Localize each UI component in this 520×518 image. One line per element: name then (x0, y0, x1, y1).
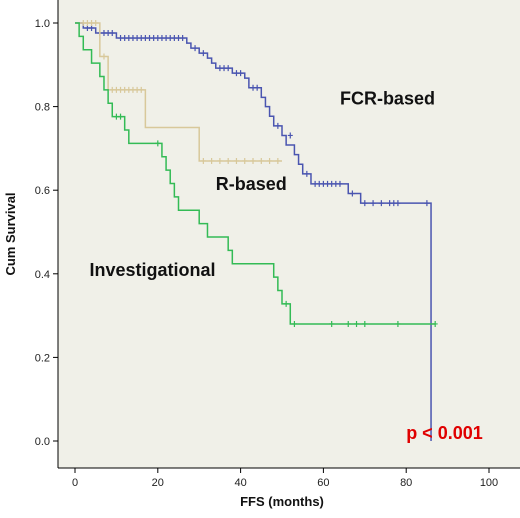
y-tick-label: 1.0 (35, 18, 50, 30)
series-2 (75, 20, 282, 164)
censor-mark (209, 157, 215, 164)
censor-mark (337, 180, 343, 187)
censor-mark (395, 320, 401, 327)
censor-mark (267, 157, 273, 164)
x-tick-label: 0 (72, 477, 78, 489)
axes: 0 20 40 60 80 100 0.0 0.2 0.4 0.6 0.8 1.0 (35, 0, 520, 489)
censor-mark (378, 200, 384, 207)
censor-mark (287, 132, 293, 139)
y-tick-label: 0.0 (35, 436, 50, 448)
x-tick-label: 20 (152, 477, 164, 489)
x-tick-label: 100 (480, 477, 498, 489)
censor-mark (200, 50, 206, 57)
censor-mark (354, 320, 360, 327)
censor-mark (118, 113, 124, 120)
censor-mark (250, 157, 256, 164)
censor-mark (192, 45, 198, 52)
y-tick-label: 0.6 (35, 185, 50, 197)
censor-mark (291, 320, 297, 327)
censor-mark (283, 300, 289, 307)
censor-mark (432, 320, 438, 327)
censor-mark (93, 20, 99, 26)
y-axis-label: Cum Survival (3, 192, 18, 275)
x-tick-label: 80 (400, 477, 412, 489)
censor-mark (101, 53, 107, 60)
survival-curve (75, 22, 436, 325)
annotation-layer: FCR-based R-based Investigational p < 0.001 (89, 89, 482, 443)
series-3 (75, 22, 438, 327)
survival-curve (75, 22, 432, 441)
censor-mark (275, 157, 281, 164)
censor-mark (242, 157, 248, 164)
censor-mark (362, 320, 368, 327)
censor-mark (200, 157, 206, 164)
censor-mark (258, 157, 264, 164)
censor-mark (254, 84, 260, 91)
censor-mark (424, 200, 430, 207)
y-tick-label: 0.2 (35, 352, 50, 364)
censor-mark (155, 140, 161, 147)
censor-mark (138, 86, 144, 93)
censor-mark (349, 190, 355, 197)
censor-mark (329, 320, 335, 327)
y-tick-label: 0.8 (35, 102, 50, 114)
censor-mark (225, 157, 231, 164)
censor-mark (395, 200, 401, 207)
x-tick-label: 40 (234, 477, 246, 489)
series-layer (75, 20, 438, 441)
censor-mark (362, 200, 368, 207)
y-tick-label: 0.4 (35, 269, 50, 281)
censor-mark (304, 170, 310, 177)
curve-label: R-based (216, 174, 287, 194)
x-tick-label: 60 (317, 477, 329, 489)
censor-mark (238, 70, 244, 77)
censor-mark (109, 30, 115, 37)
censor-mark (217, 157, 223, 164)
p-value: p < 0.001 (406, 423, 483, 443)
curve-label: Investigational (89, 260, 215, 280)
censor-mark (370, 200, 376, 207)
censor-mark (345, 320, 351, 327)
censor-mark (225, 65, 231, 72)
x-axis-label: FFS (months) (240, 494, 324, 509)
censor-mark (233, 157, 239, 164)
censor-mark (89, 25, 95, 32)
plot-area (58, 0, 520, 468)
censor-mark (180, 35, 186, 42)
censor-mark (275, 122, 281, 129)
curve-label: FCR-based (340, 89, 435, 109)
